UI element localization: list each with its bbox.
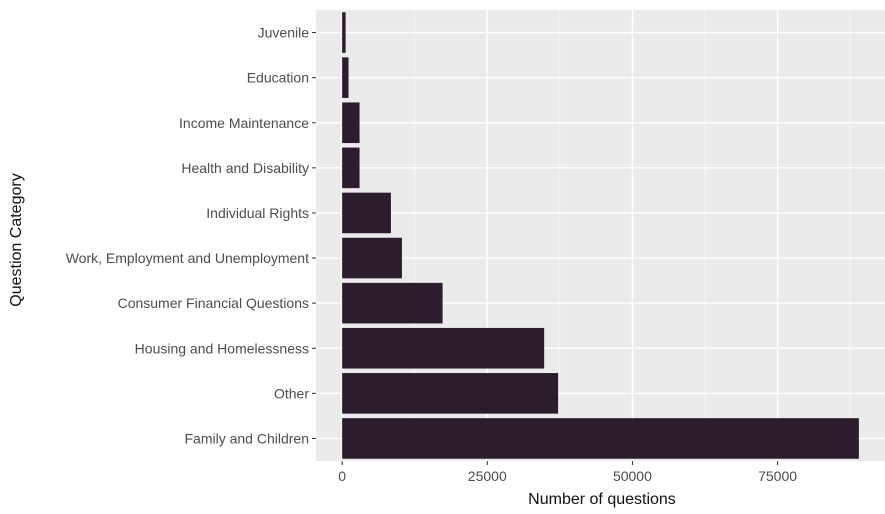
y-tick-label: Consumer Financial Questions bbox=[118, 295, 309, 311]
bar-7 bbox=[342, 282, 443, 324]
bar-9 bbox=[342, 373, 559, 414]
y-tick-label: Juvenile bbox=[258, 25, 310, 41]
y-tick-label: Housing and Homelessness bbox=[135, 340, 309, 356]
x-tick-label: 0 bbox=[338, 468, 346, 484]
x-axis-title: Number of questions bbox=[528, 491, 676, 508]
y-tick-label: Family and Children bbox=[185, 430, 310, 446]
bar-1 bbox=[342, 12, 346, 53]
bar-3 bbox=[342, 102, 360, 144]
bar-2 bbox=[342, 57, 349, 98]
bar-10 bbox=[342, 418, 859, 459]
y-axis-label-container: Question Category bbox=[4, 0, 30, 514]
y-tick-label: Education bbox=[247, 70, 309, 86]
x-tick-label: 25000 bbox=[468, 468, 507, 484]
bar-4 bbox=[342, 147, 360, 189]
y-tick-label: Other bbox=[274, 385, 309, 401]
x-tick-label: 50000 bbox=[613, 468, 652, 484]
x-tick-label: 75000 bbox=[758, 468, 797, 484]
y-axis-title: Question Category bbox=[8, 173, 25, 307]
bar-6 bbox=[342, 237, 402, 279]
bar-8 bbox=[342, 327, 545, 369]
y-tick-label: Individual Rights bbox=[206, 205, 309, 221]
bar-5 bbox=[342, 192, 391, 234]
y-tick-label: Income Maintenance bbox=[179, 115, 309, 131]
y-tick-label: Health and Disability bbox=[181, 160, 309, 176]
y-tick-label: Work, Employment and Unemployment bbox=[66, 250, 309, 266]
